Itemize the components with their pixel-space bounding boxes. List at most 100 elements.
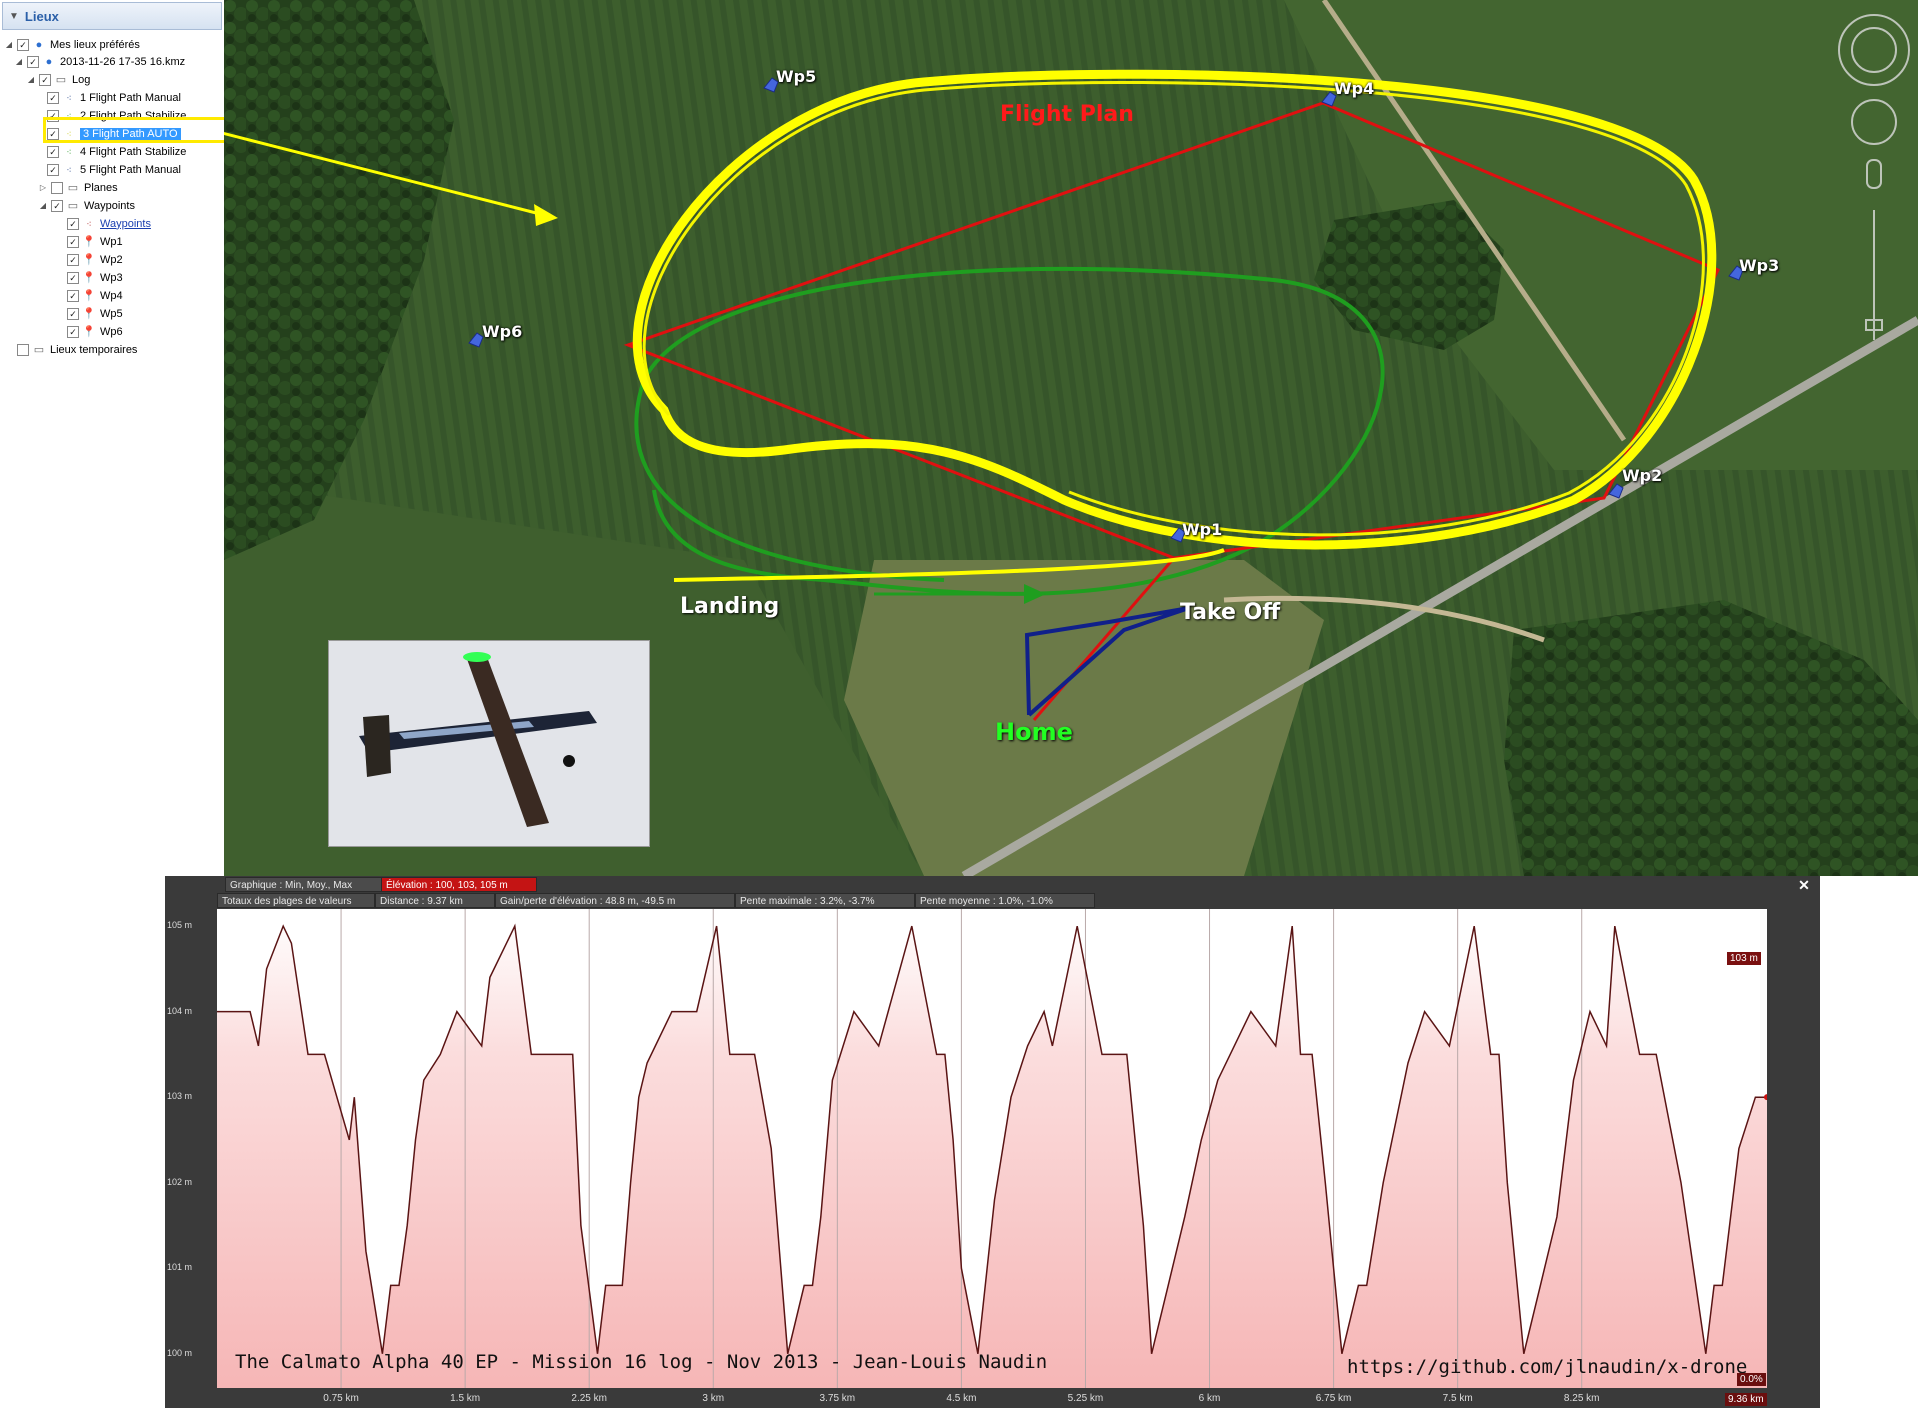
y-tick-label: 101 m	[167, 1262, 193, 1273]
tree-item-label: Log	[72, 73, 91, 86]
checkbox[interactable]: ✓	[67, 235, 79, 248]
aircraft-tail	[363, 715, 391, 777]
waypoint-label-wp4: Wp4	[1334, 79, 1375, 98]
expand-triangle-icon[interactable]: ▷	[39, 183, 47, 192]
checkbox[interactable]: ✓	[67, 253, 79, 266]
elevation-range-badge[interactable]: Élévation : 100, 103, 105 m	[381, 877, 537, 892]
checkbox[interactable]: ✓	[47, 91, 59, 104]
x-tick-label: 3.75 km	[819, 1393, 856, 1404]
pushpin-icon: 📍	[82, 325, 96, 338]
airfield-grass	[844, 560, 1324, 876]
x-tick-label: 0.75 km	[323, 1393, 359, 1404]
waypoint-label-wp3: Wp3	[1739, 256, 1780, 275]
pushpin-icon[interactable]	[1728, 265, 1744, 281]
forest-west	[224, 0, 454, 560]
compass-ring-icon[interactable]	[1838, 14, 1910, 86]
checkbox[interactable]: ✓	[47, 163, 59, 176]
checkbox[interactable]: ✓	[47, 127, 59, 140]
checkbox[interactable]: ✓	[39, 73, 51, 86]
tree-item-flight-path-3[interactable]: ✓ ⁖ 3 Flight Path AUTO	[44, 125, 181, 142]
tree-item-label: 1 Flight Path Manual	[80, 91, 181, 104]
y-tick-label: 100 m	[167, 1347, 193, 1358]
satellite-map-view[interactable]: ⊘ Wp1 Wp2 Wp3 Wp4 Wp5 Wp6 Flight Plan La…	[224, 0, 1918, 876]
tree-item-label[interactable]: Waypoints	[100, 217, 151, 230]
checkbox[interactable]: ✓	[47, 145, 59, 158]
globe-icon: ●	[45, 55, 53, 68]
elevation-plot-area[interactable]: The Calmato Alpha 40 EP - Mission 16 log…	[217, 909, 1770, 1388]
tree-item-label: 5 Flight Path Manual	[80, 163, 181, 176]
tree-item-label: 2013-11-26 17-35 16.kmz	[60, 55, 186, 68]
checkbox[interactable]: ✓	[67, 307, 79, 320]
places-panel-header[interactable]: ▼ Lieux	[2, 2, 222, 30]
collapse-triangle-icon[interactable]: ▼	[9, 10, 19, 22]
pushpin-icon[interactable]	[1608, 483, 1624, 499]
auto-flight-path	[632, 69, 1717, 550]
tree-item-label: Wp2	[100, 253, 123, 266]
pushpin-icon: 📍	[82, 289, 96, 302]
x-tick-label: 4.5 km	[946, 1393, 977, 1404]
checkbox[interactable]: ✓	[51, 199, 63, 212]
navigation-controls[interactable]	[1838, 14, 1910, 340]
tree-item-flight-path-4[interactable]: ✓ ⁖ 4 Flight Path Stabilize	[44, 143, 186, 160]
expand-triangle-icon[interactable]: ◢	[39, 201, 47, 210]
crop-field-east	[1204, 0, 1918, 470]
tree-item-wp5[interactable]: ✓ 📍 Wp5	[64, 305, 123, 322]
expand-triangle-icon[interactable]: ◢	[27, 75, 35, 84]
tree-item-flight-path-1[interactable]: ✓ ⁖ 1 Flight Path Manual	[44, 89, 181, 106]
checkbox[interactable]	[17, 343, 29, 356]
pushpin-icon: 📍	[82, 307, 96, 320]
graph-mode-label[interactable]: Graphique : Min, Moy., Max	[225, 877, 382, 892]
checkbox[interactable]: ✓	[67, 271, 79, 284]
checkbox[interactable]: ✓	[67, 289, 79, 302]
tree-item-label: Wp3	[100, 271, 123, 284]
tree-item-log-folder[interactable]: ◢ ✓ ▭ Log	[26, 71, 90, 88]
flight-path-icon: ⁖	[66, 92, 72, 103]
tree-item-kmz-file[interactable]: ◢ ✓ ● 2013-11-26 17-35 16.kmz	[14, 53, 185, 70]
source-url-text[interactable]: https://github.com/jlnaudin/x-drone	[1347, 1356, 1748, 1378]
checkbox[interactable]: ✓	[27, 55, 39, 68]
flight-path-icon: ⁖	[66, 110, 72, 121]
tree-item-my-places[interactable]: ◢ ✓ ● Mes lieux préférés	[4, 36, 140, 53]
folder-icon: ▭	[55, 73, 67, 86]
y-tick-label: 105 m	[167, 920, 193, 931]
pushpin-icon[interactable]	[468, 332, 484, 348]
tree-item-waypoints-folder[interactable]: ◢ ✓ ▭ Waypoints	[38, 197, 135, 214]
zoom-slider-handle[interactable]	[1865, 319, 1883, 331]
checkbox[interactable]: ✓	[67, 325, 79, 338]
street-view-pegman-icon[interactable]	[1866, 159, 1882, 189]
tree-item-label: Lieux temporaires	[50, 343, 138, 356]
pushpin-icon[interactable]	[763, 77, 779, 93]
tree-item-wp2[interactable]: ✓ 📍 Wp2	[64, 251, 123, 268]
expand-triangle-icon[interactable]: ◢	[5, 40, 13, 49]
pushpin-icon[interactable]	[1321, 91, 1337, 107]
tree-item-wp6[interactable]: ✓ 📍 Wp6	[64, 323, 123, 340]
waypoint-pins	[468, 77, 1744, 543]
landing-approach-path	[673, 548, 1225, 582]
tree-patch	[1314, 200, 1504, 350]
flight-path-icon: ⁖	[66, 164, 72, 175]
close-icon[interactable]: ✕	[1798, 877, 1810, 893]
x-tick-label: 6.75 km	[1315, 1393, 1352, 1404]
checkbox[interactable]	[51, 181, 63, 194]
tree-item-flight-path-5[interactable]: ✓ ⁖ 5 Flight Path Manual	[44, 161, 181, 178]
expand-triangle-icon[interactable]: ◢	[15, 57, 23, 66]
tree-item-wp3[interactable]: ✓ 📍 Wp3	[64, 269, 123, 286]
tree-item-waypoints-network[interactable]: ✓ ⁖ Waypoints	[64, 215, 151, 232]
range-totals-label: Totaux des plages de valeurs	[217, 893, 375, 908]
flight-path-icon: ⁖	[66, 128, 72, 139]
tree-item-label: Planes	[84, 181, 118, 194]
move-joystick-icon[interactable]	[1851, 99, 1897, 145]
pushpin-icon[interactable]	[1170, 527, 1186, 543]
tree-item-wp4[interactable]: ✓ 📍 Wp4	[64, 287, 123, 304]
elevation-profile-panel: Graphique : Min, Moy., Max Élévation : 1…	[165, 876, 1820, 1408]
look-joystick-icon[interactable]	[1851, 27, 1897, 73]
tree-item-temporary-places[interactable]: ▭ Lieux temporaires	[14, 341, 137, 358]
aircraft-wing	[467, 657, 549, 827]
checkbox[interactable]: ✓	[67, 217, 79, 230]
places-sidebar: ▼ Lieux ◢ ✓ ● Mes lieux préférés ◢ ✓ ● 2…	[0, 0, 227, 880]
folder-icon: ▭	[67, 199, 79, 212]
places-panel-title: Lieux	[24, 8, 59, 24]
tree-item-planes-folder[interactable]: ▷ ▭ Planes	[38, 179, 118, 196]
tree-item-wp1[interactable]: ✓ 📍 Wp1	[64, 233, 123, 250]
checkbox[interactable]: ✓	[17, 38, 29, 51]
